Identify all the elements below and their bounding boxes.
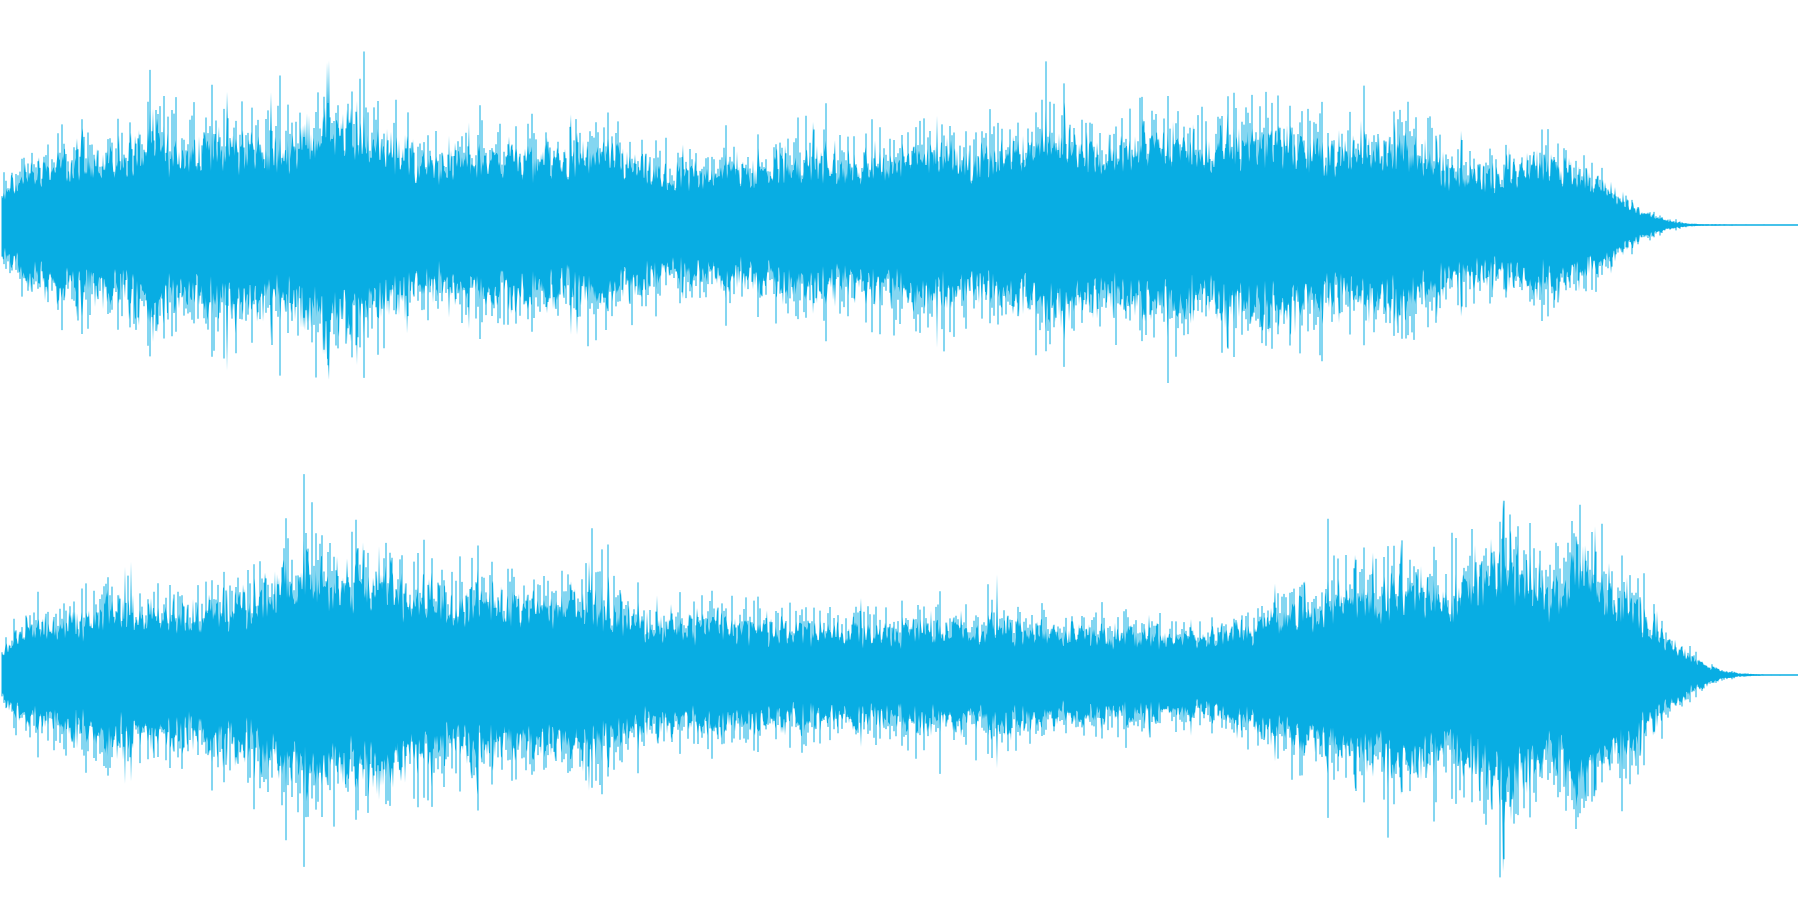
waveform-channel-1 — [1, 51, 1798, 383]
waveform-body — [2, 60, 1796, 380]
waveform-body — [2, 499, 1796, 872]
waveform-channel-2 — [1, 474, 1798, 878]
